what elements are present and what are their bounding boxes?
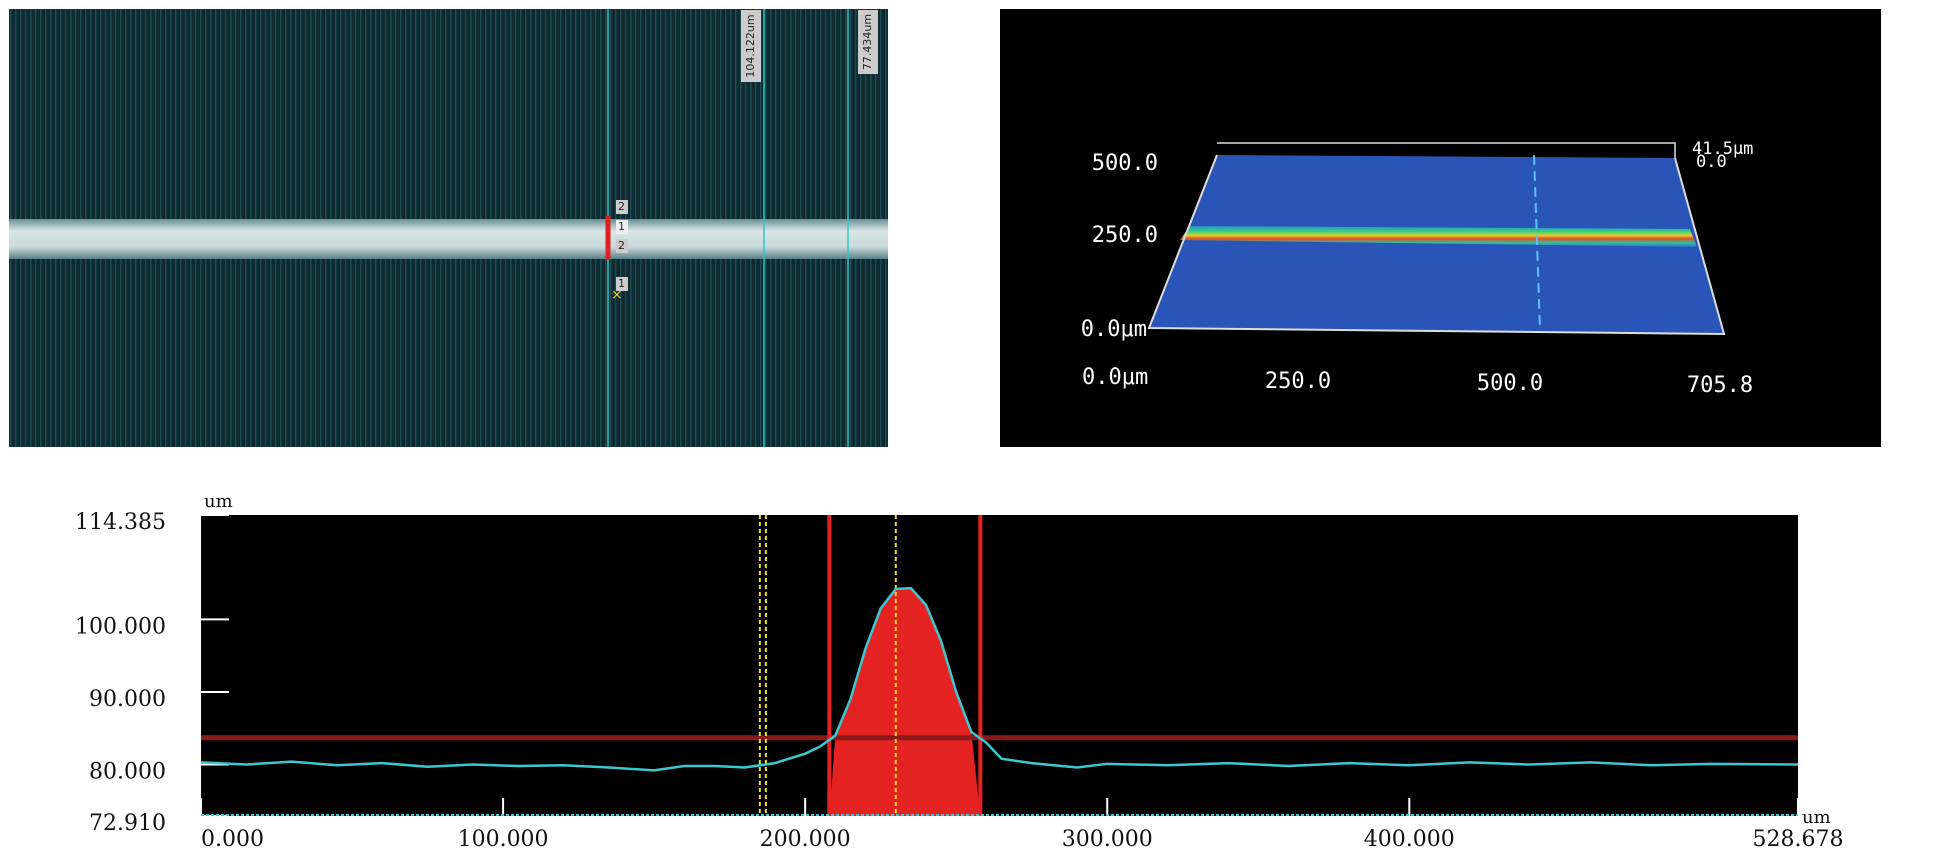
cursor-label: 2 <box>618 200 625 213</box>
cursor-label: 1 <box>618 220 625 233</box>
axis-frame <box>1217 142 1676 158</box>
y-tick-label: 114.385 <box>75 510 166 535</box>
plot-area <box>201 515 1798 816</box>
z-label: 0.0 <box>1696 152 1727 172</box>
label-box <box>858 10 878 74</box>
label-box <box>616 277 628 291</box>
surface <box>1149 155 1724 334</box>
cursor-label: 2 <box>618 239 625 252</box>
y-axis-label: um <box>204 491 233 512</box>
track <box>9 219 888 259</box>
measure-label: 77.434um <box>861 14 874 70</box>
y-tick-label: 90.000 <box>89 687 166 712</box>
axis-frame <box>1147 154 1726 336</box>
surface-band <box>1180 226 1697 247</box>
label-box <box>616 220 628 234</box>
x-axis-label: um <box>1802 807 1831 828</box>
profile-chart: um um 72.910 80.000 90.000 100.000 114.385 0.… <box>75 491 1843 852</box>
x-tick-label: 0.0μm <box>1082 365 1148 390</box>
label-box <box>616 200 628 214</box>
y-tick-label: 80.000 <box>89 760 166 785</box>
y-tick-label: 250.0 <box>1092 223 1158 248</box>
measure-label: 104.122um <box>744 14 757 77</box>
x-tick-label: 200.000 <box>760 827 851 852</box>
section-line <box>1533 154 1541 331</box>
label-box <box>741 10 761 82</box>
label-box <box>616 239 628 253</box>
cross-marker: × <box>611 287 623 303</box>
y-tick-label: 500.0 <box>1092 151 1158 176</box>
micrograph: × 104.122um 77.434um 2 1 2 1 <box>9 9 888 447</box>
y-tick-label: 72.910 <box>89 811 166 836</box>
x-tick-label: 0.000 <box>201 827 264 852</box>
x-tick-label: 400.000 <box>1364 827 1455 852</box>
x-tick-label: 528.678 <box>1753 827 1844 852</box>
x-tick-label: 300.000 <box>1062 827 1153 852</box>
surface-view: 500.0 250.0 0.0μm 0.0μm 250.0 500.0 705.… <box>1000 9 1881 447</box>
y-tick-label: 0.0μm <box>1081 317 1147 342</box>
x-tick-label: 100.000 <box>458 827 549 852</box>
x-tick-label: 500.0 <box>1477 371 1543 396</box>
y-tick-label: 100.000 <box>75 614 166 639</box>
profile-line <box>200 586 1799 772</box>
z-label: 41.5μm <box>1692 139 1753 159</box>
cursor-label: 1 <box>618 277 625 290</box>
x-tick-label: 705.8 <box>1687 373 1753 398</box>
x-tick-label: 250.0 <box>1265 369 1331 394</box>
